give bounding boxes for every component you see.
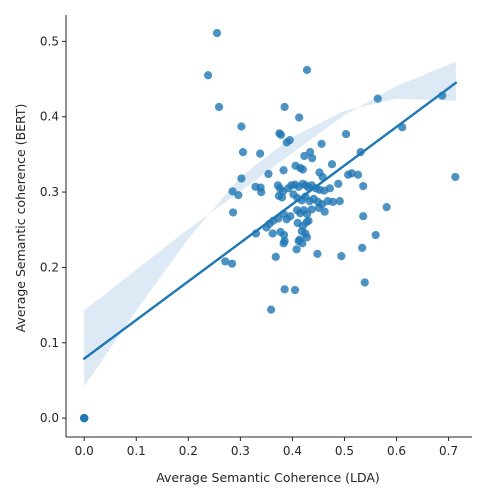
y-ticks-layer: 0.0 0.1 0.2 0.3 0.4 0.5: [40, 34, 66, 425]
y-tick-label: 0.1: [40, 336, 59, 350]
data-point: [328, 197, 338, 206]
data-point: [353, 170, 363, 179]
data-point: [358, 243, 367, 252]
x-ticks-layer: 0.0 0.1 0.2 0.3 0.4 0.5 0.6 0.7: [75, 437, 458, 458]
data-point: [300, 151, 309, 161]
data-point: [292, 245, 301, 254]
data-point: [212, 28, 222, 38]
x-tick-label: 0.2: [179, 444, 198, 458]
data-point: [234, 191, 243, 200]
data-point: [337, 252, 346, 261]
data-point: [382, 203, 391, 212]
x-tick-label: 0.0: [75, 444, 94, 458]
data-point: [302, 233, 312, 242]
y-axis-label: Average Semantic coherence (BERT): [13, 104, 28, 333]
confidence-band-layer: [84, 61, 456, 387]
data-point: [359, 212, 368, 221]
data-point: [373, 94, 382, 103]
data-point: [325, 184, 334, 193]
y-tick-label: 0.5: [40, 34, 59, 48]
x-tick-label: 0.3: [231, 444, 250, 458]
data-point: [227, 259, 237, 268]
data-point: [266, 305, 276, 314]
data-point: [307, 205, 316, 214]
data-point: [279, 239, 288, 248]
y-tick-label: 0.0: [40, 411, 59, 425]
data-point: [204, 71, 213, 80]
data-point: [304, 216, 313, 225]
data-point: [451, 172, 460, 182]
data-point: [280, 285, 289, 294]
data-point: [317, 139, 326, 148]
data-point: [320, 207, 329, 216]
data-point: [290, 285, 300, 295]
data-point: [327, 160, 337, 169]
x-tick-label: 0.5: [335, 444, 354, 458]
data-point: [80, 414, 89, 423]
points-layer: [80, 28, 460, 423]
data-point: [271, 252, 280, 261]
data-point: [335, 197, 344, 206]
x-tick-label: 0.1: [127, 444, 146, 458]
x-tick-label: 0.7: [439, 444, 458, 458]
data-point: [371, 230, 380, 240]
data-point: [257, 187, 266, 197]
x-axis-label: Average Semantic Coherence (LDA): [156, 470, 380, 485]
data-point: [294, 236, 303, 246]
data-point: [341, 129, 351, 139]
data-point: [256, 149, 265, 158]
confidence-band: [84, 61, 456, 387]
data-point: [214, 102, 224, 112]
data-point: [264, 169, 273, 179]
data-point: [295, 113, 304, 122]
data-point: [360, 278, 369, 287]
y-tick-label: 0.3: [40, 185, 59, 199]
data-point: [277, 193, 287, 202]
data-point: [279, 166, 288, 175]
data-point: [334, 179, 343, 188]
regression-line-layer: [83, 81, 458, 360]
data-point: [347, 169, 356, 178]
data-point: [302, 65, 312, 75]
data-point: [238, 148, 248, 157]
x-tick-label: 0.4: [283, 444, 302, 458]
data-point: [221, 257, 230, 266]
data-point: [268, 229, 277, 238]
data-point: [237, 174, 246, 183]
data-point: [308, 154, 317, 163]
data-point: [280, 102, 289, 112]
data-point: [276, 130, 286, 139]
data-point: [286, 212, 295, 221]
data-point: [279, 230, 289, 240]
data-point: [282, 138, 291, 147]
axes-layer: [65, 15, 472, 438]
data-point: [313, 249, 322, 258]
y-tick-label: 0.4: [40, 110, 59, 124]
data-point: [359, 181, 368, 191]
data-point: [228, 208, 238, 217]
data-point: [237, 122, 246, 131]
regression-line: [83, 81, 458, 360]
y-tick-label: 0.2: [40, 260, 59, 274]
x-tick-label: 0.6: [387, 444, 406, 458]
data-point: [298, 165, 307, 174]
